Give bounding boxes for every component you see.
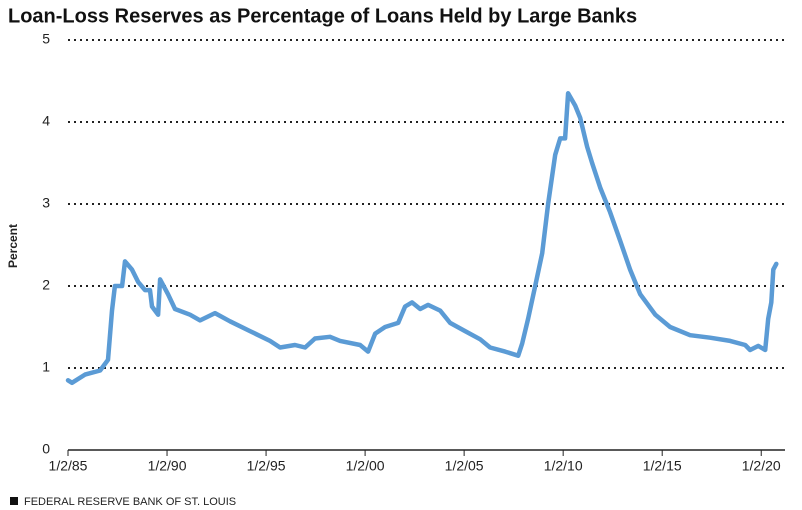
y-tick-label: 2	[42, 277, 50, 293]
x-tick-label: 1/2/00	[346, 458, 385, 474]
x-tick-label: 1/2/90	[148, 458, 187, 474]
x-tick-label: 1/2/20	[742, 458, 781, 474]
y-tick-label: 3	[42, 195, 50, 211]
x-tick-label: 1/2/10	[544, 458, 583, 474]
x-tick-label: 1/2/05	[445, 458, 484, 474]
y-tick-label: 5	[42, 31, 50, 47]
y-tick-label: 0	[42, 441, 50, 457]
data-line	[65, 91, 779, 386]
source: FEDERAL RESERVE BANK OF ST. LOUIS	[24, 496, 236, 508]
source-icon	[10, 497, 18, 505]
x-tick-label: 1/2/15	[643, 458, 682, 474]
y-axis-label: Percent	[6, 224, 20, 268]
x-tick-label: 1/2/85	[49, 458, 88, 474]
y-tick-label: 4	[42, 113, 50, 129]
y-tick-label: 1	[42, 359, 50, 375]
x-tick-label: 1/2/95	[247, 458, 286, 474]
chart-title: Loan-Loss Reserves as Percentage of Loan…	[8, 5, 637, 27]
